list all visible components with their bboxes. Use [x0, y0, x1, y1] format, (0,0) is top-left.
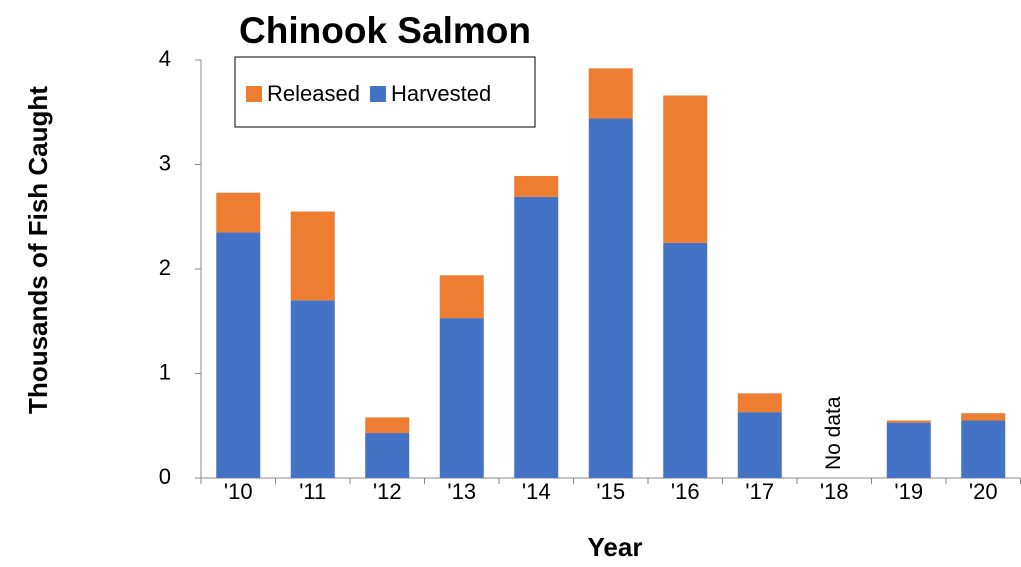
x-tick-label: '15: [596, 479, 625, 504]
x-tick-label: '18: [820, 479, 849, 504]
bar-segment: [290, 211, 335, 301]
y-tick-label: 3: [159, 150, 171, 175]
x-tick-label: '12: [373, 479, 402, 504]
legend-label: Released: [267, 81, 360, 106]
bar-segment: [514, 196, 559, 478]
bar-segment: [514, 175, 559, 197]
x-tick-label: '14: [522, 479, 551, 504]
x-tick-label: '20: [969, 479, 998, 504]
x-tick-label: '11: [299, 479, 326, 504]
x-tick-label: '17: [745, 479, 774, 504]
bar-segment: [588, 118, 633, 479]
bar-segment: [365, 433, 410, 478]
y-axis-label: Thousands of Fish Caught: [23, 86, 53, 414]
y-tick-label: 0: [159, 464, 171, 489]
bar-segment: [216, 192, 261, 233]
bar-segment: [886, 422, 931, 478]
bar-segment: [886, 420, 931, 423]
bar-segment: [663, 242, 708, 478]
legend-swatch: [246, 86, 262, 102]
bar-segment: [961, 420, 1006, 478]
bar-segment: [216, 232, 261, 478]
bar-segment: [737, 412, 782, 478]
x-tick-label: '10: [224, 479, 253, 504]
bar-segment: [737, 393, 782, 413]
y-tick-label: 2: [159, 255, 171, 280]
annotation: No data: [822, 396, 845, 470]
bar-segment: [290, 300, 335, 478]
legend-label: Harvested: [391, 81, 491, 106]
chart-title: Chinook Salmon: [239, 10, 531, 51]
bar-segment: [439, 275, 484, 319]
bar-segment: [663, 95, 708, 243]
bar-segment: [588, 68, 633, 119]
legend-swatch: [369, 86, 386, 102]
legend-box: [234, 56, 536, 128]
x-tick-label: '19: [894, 479, 923, 504]
bar-segment: [961, 413, 1006, 421]
x-tick-label: '13: [447, 479, 476, 504]
bar-segment: [365, 417, 410, 434]
bar-segment: [439, 318, 484, 478]
x-tick-label: '16: [671, 479, 700, 504]
y-tick-label: 1: [159, 359, 171, 384]
y-tick-label: 4: [159, 46, 171, 71]
x-axis-label: Year: [588, 532, 643, 562]
